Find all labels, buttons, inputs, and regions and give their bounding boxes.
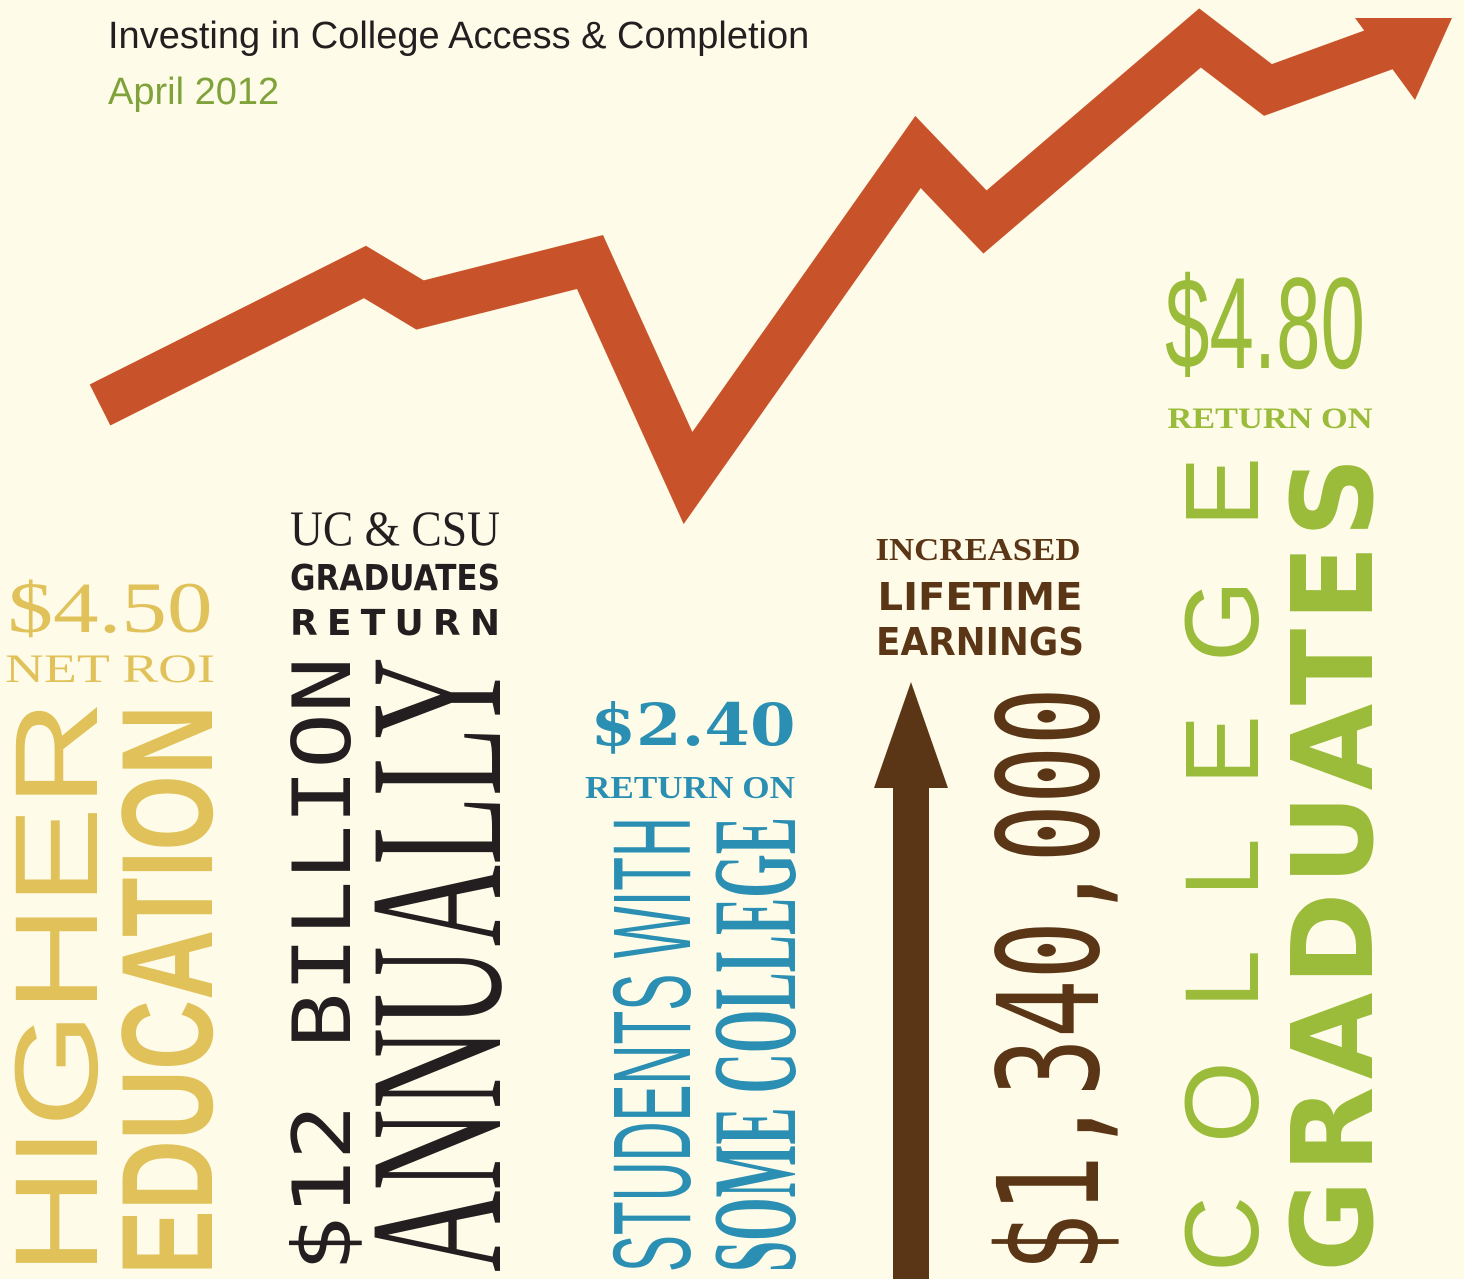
vertical-text: COLLEGE xyxy=(1164,457,1281,1272)
title: Investing in College Access & Completion xyxy=(108,15,809,57)
vertical-text: $12 BILLION xyxy=(276,657,369,1272)
vertical-text: STUDENTS WITH xyxy=(591,817,714,1272)
vertical-text: GRADUATES xyxy=(1269,457,1399,1272)
figure: $2.40 xyxy=(591,691,796,759)
vertical-text: EDUCATION xyxy=(94,705,240,1275)
date: April 2012 xyxy=(108,71,279,113)
figure: $4.50 xyxy=(8,568,213,648)
caption: RETURN ON xyxy=(1168,402,1373,435)
vertical-text: SOME COLLEGE xyxy=(688,817,821,1272)
arrow-shaft xyxy=(893,780,929,1279)
trend-arrowhead xyxy=(1355,18,1452,100)
lead: LIFETIME xyxy=(878,575,1083,619)
lead: GRADUATES xyxy=(290,558,500,599)
lead: EARNINGS xyxy=(876,620,1084,664)
trend-arrow xyxy=(89,8,1408,525)
lead: INCREASED xyxy=(876,531,1081,567)
vertical-text: ANNUALLY xyxy=(332,657,542,1272)
vertical-text: $1,340,000 xyxy=(969,687,1132,1272)
arrow-head xyxy=(874,682,948,788)
vertical-text: HIGHER xyxy=(0,700,123,1275)
figure: $4.80 xyxy=(1165,250,1365,396)
caption: NET ROI xyxy=(5,646,215,691)
lead: UC & CSU xyxy=(290,500,500,556)
caption: RETURN ON xyxy=(585,769,795,805)
